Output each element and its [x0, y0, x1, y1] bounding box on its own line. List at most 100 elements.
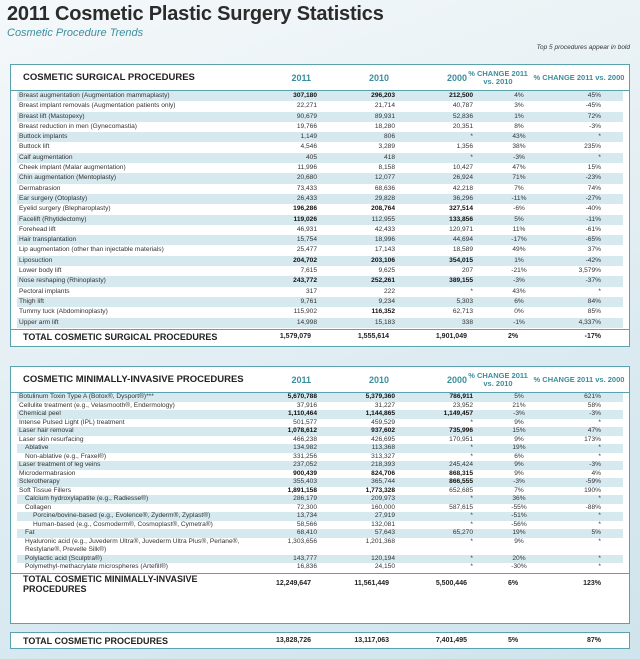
value-2010: 17,143: [374, 246, 395, 254]
value-2010: 426,695: [371, 435, 395, 443]
pct-change-2000: 4%: [591, 469, 601, 477]
value-2000: 36,296: [452, 194, 473, 202]
value-2000: 207: [461, 267, 473, 275]
value-2000: 62,713: [452, 308, 473, 316]
procedure-name: Polymethyl-methacrylate microspheres (Ar…: [25, 563, 168, 570]
value-2000: 338: [461, 318, 473, 326]
pct-change-2000: -40%: [585, 205, 601, 213]
minimally-invasive-table: COSMETIC MINIMALLY-INVASIVE PROCEDURES 2…: [10, 366, 630, 624]
pct-change-2000: -3%: [589, 122, 601, 130]
value-2011: 196,286: [293, 205, 317, 213]
pct-change-2010: 20%: [512, 554, 526, 562]
table-row: Forehead lift 46,931 42,433 120,971 11% -61%: [17, 225, 623, 235]
pct-change-2010: 49%: [512, 246, 526, 254]
table-row: Non-ablative (e.g., Fraxel®) 331,256 313,3…: [17, 453, 623, 462]
value-2000: 10,427: [452, 164, 473, 172]
value-2000: *: [470, 495, 473, 502]
value-2011: 1,891,158: [287, 486, 317, 494]
table-row: Pectoral implants 317 222 * 43% *: [17, 287, 623, 297]
value-2011: 16,836: [296, 563, 317, 570]
value-2010: 27,919: [374, 512, 395, 519]
value-2000: 389,155: [449, 277, 473, 285]
total-2000: 5,500,446: [435, 580, 467, 587]
value-2000: 133,856: [449, 215, 473, 223]
value-2000: 212,500: [449, 92, 473, 99]
table-row: Thigh lift 9,761 9,234 5,303 6% 84%: [17, 296, 623, 308]
value-2011: 11,996: [297, 164, 317, 172]
pct-change-2000: 72%: [587, 112, 601, 120]
procedure-name: Hyaluronic acid (e.g., Juvederm Ultra®, …: [25, 537, 240, 554]
procedure-name: Porcine/bovine-based (e.g., Evolence®, Z…: [33, 512, 211, 519]
value-2010: 222: [383, 287, 395, 295]
table-row: Hyaluronic acid (e.g., Juvederm Ultra®, …: [17, 538, 623, 555]
value-2010: 9,625: [378, 267, 395, 275]
table-row: Porcine/bovine-based (e.g., Evolence®, Z…: [17, 512, 623, 521]
procedure-name: Polylactic acid (Sculptra®): [25, 554, 103, 562]
procedure-name: Eyelid surgery (Blepharoplasty): [19, 205, 111, 213]
total-label: TOTAL COSMETIC PROCEDURES: [23, 635, 169, 646]
value-2010: 8,158: [378, 164, 395, 172]
value-2011: 331,256: [293, 452, 317, 460]
value-2010: 208,764: [371, 205, 395, 213]
table-row: Hair transplantation 15,754 18,996 44,694 -1…: [17, 235, 623, 246]
value-2011: 19,766: [296, 122, 317, 130]
value-2000: 18,589: [452, 246, 473, 254]
value-2010: 459,529: [371, 418, 395, 426]
page-subtitle: Cosmetic Procedure Trends: [7, 27, 144, 39]
value-2000: *: [470, 133, 473, 141]
col-2010: 2010: [368, 374, 389, 385]
table-row: Intense Pulsed Light (IPL) treatment 501,…: [17, 419, 623, 428]
value-2000: 44,694: [452, 236, 473, 244]
table-row: Cellulite treatment (e.g., Velasmooth®, …: [17, 402, 623, 411]
pct-change-2000: -11%: [586, 215, 601, 223]
pct-change-2000: 85%: [587, 308, 601, 316]
pct-change-2010: 15%: [512, 427, 526, 434]
value-2011: 90,679: [296, 112, 317, 120]
value-2011: 20,680: [296, 174, 317, 182]
pct-change-2010: 43%: [512, 133, 526, 141]
pct-change-2010: 9%: [514, 537, 524, 545]
table-row: Buttock implants 1,149 806 * 43% *: [17, 132, 623, 143]
pct-change-2010: 38%: [512, 143, 526, 151]
total-2011: 1,579,079: [279, 333, 311, 341]
value-2000: *: [470, 153, 473, 161]
procedure-name: Non-ablative (e.g., Fraxel®): [25, 452, 107, 460]
total-label: TOTAL COSMETIC MINIMALLY-INVASIVE PROCED…: [23, 573, 198, 594]
table-row: Buttock lift 4,546 3,289 1,356 38% 235%: [17, 142, 623, 152]
pct-change-2000: *: [598, 133, 601, 141]
procedure-name: Cheek implant (Malar augmentation): [19, 164, 126, 172]
pct-change-2010: 71%: [512, 174, 526, 182]
value-2011: 1,078,612: [287, 427, 317, 434]
value-2010: 12,077: [374, 174, 395, 182]
value-2000: 65,270: [452, 529, 473, 536]
pct-change-2000: 4,337%: [578, 318, 601, 326]
value-2011: 22,271: [296, 102, 317, 110]
pct-change-2000: *: [598, 452, 601, 460]
col-pct-2000: % CHANGE 2011 vs. 2000: [533, 72, 625, 82]
pct-change-2000: *: [598, 520, 601, 528]
value-2011: 1,303,656: [287, 537, 317, 545]
value-2000: 354,015: [449, 256, 473, 264]
surgical-rows: Breast augmentation (Augmentation mammap…: [11, 91, 629, 329]
pct-change-2010: -3%: [513, 410, 525, 417]
value-2011: 68,410: [296, 529, 317, 536]
value-2000: 26,924: [452, 174, 473, 182]
value-2010: 132,081: [371, 520, 395, 528]
total-pct-2000: 87%: [586, 637, 601, 644]
pct-change-2010: -11%: [511, 194, 527, 202]
table-row: Microdermabrasion 900,439 824,706 868,315 9%…: [17, 470, 623, 479]
value-2000: 170,951: [449, 435, 473, 443]
total-pct-2010: 6%: [507, 580, 519, 587]
value-2000: 786,911: [449, 393, 473, 400]
pct-change-2010: 7%: [514, 486, 524, 494]
value-2010: 89,931: [374, 112, 395, 120]
pct-change-2000: *: [598, 512, 601, 519]
pct-change-2000: *: [598, 495, 601, 502]
pct-change-2000: -3%: [589, 410, 601, 417]
pct-change-2000: 45%: [587, 92, 601, 99]
value-2000: 868,315: [449, 469, 473, 477]
procedure-name: Forehead lift: [19, 225, 56, 233]
value-2010: 18,280: [374, 122, 395, 130]
value-2011: 143,777: [293, 554, 317, 562]
total-label: TOTAL COSMETIC SURGICAL PROCEDURES: [23, 331, 218, 342]
